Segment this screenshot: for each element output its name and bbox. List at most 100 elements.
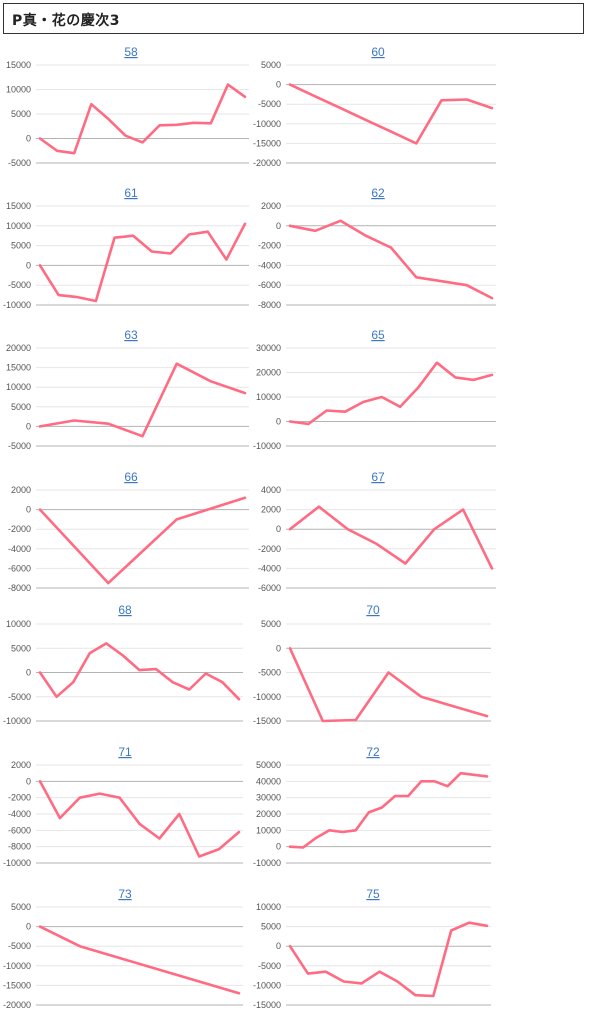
chart-panel-71: 71 2000 0 -2000 -4000 -6000 -8000 -10000 bbox=[3, 745, 243, 868]
chart-title-link[interactable]: 63 bbox=[124, 328, 138, 342]
y-tick-label: -5000 bbox=[258, 99, 281, 109]
chart-panel-75: 75 10000 5000 0 -5000 -10000 -15000 bbox=[253, 887, 491, 1010]
y-tick-label: 30000 bbox=[256, 793, 281, 803]
y-tick-label: -15000 bbox=[253, 716, 281, 726]
y-tick-label: -5000 bbox=[258, 961, 281, 971]
chart-title-link[interactable]: 75 bbox=[366, 887, 380, 901]
chart-title-link[interactable]: 65 bbox=[371, 328, 385, 342]
series-line bbox=[38, 222, 247, 303]
y-tick-label: 10000 bbox=[256, 825, 281, 835]
chart-panel-61: 61 15000 10000 5000 0 -5000 -10000 bbox=[3, 186, 249, 310]
y-tick-label: -10000 bbox=[3, 858, 31, 868]
chart-panel-72: 72 50000 40000 30000 20000 10000 0 -10000 bbox=[253, 745, 491, 868]
y-tick-label: 0 bbox=[276, 524, 281, 534]
y-tick-label: 0 bbox=[276, 221, 281, 231]
y-tick-label: -8000 bbox=[8, 842, 31, 852]
y-tick-label: 0 bbox=[26, 922, 31, 932]
series-line bbox=[38, 83, 247, 155]
y-tick-label: -6000 bbox=[258, 280, 281, 290]
y-tick-label: 5000 bbox=[11, 902, 31, 912]
chart-panel-70: 70 5000 0 -5000 -10000 -15000 bbox=[253, 603, 491, 726]
y-tick-label: -6000 bbox=[8, 563, 31, 573]
chart-title-link[interactable]: 67 bbox=[371, 470, 385, 484]
y-tick-label: -2000 bbox=[258, 544, 281, 554]
y-tick-label: -10000 bbox=[253, 692, 281, 702]
y-tick-label: 5000 bbox=[11, 643, 31, 653]
y-tick-label: -6000 bbox=[8, 825, 31, 835]
y-tick-label: -10000 bbox=[3, 961, 31, 971]
chart-panel-66: 66 2000 0 -2000 -4000 -6000 -8000 bbox=[8, 470, 249, 593]
y-tick-label: 0 bbox=[26, 668, 31, 678]
chart-panel-60: 60 5000 0 -5000 -10000 -15000 -20000 bbox=[253, 45, 496, 168]
y-tick-label: 0 bbox=[26, 421, 31, 431]
y-tick-label: 0 bbox=[26, 260, 31, 270]
y-tick-label: -20000 bbox=[253, 158, 281, 168]
series-line bbox=[288, 646, 489, 723]
y-tick-label: -10000 bbox=[253, 119, 281, 129]
y-tick-label: 5000 bbox=[261, 922, 281, 932]
y-tick-label: -5000 bbox=[8, 441, 31, 451]
series-line bbox=[38, 779, 241, 858]
y-tick-label: -15000 bbox=[253, 138, 281, 148]
y-tick-label: -15000 bbox=[3, 980, 31, 990]
chart-panel-68: 68 10000 5000 0 -5000 -10000 bbox=[3, 603, 243, 726]
y-tick-label: 15000 bbox=[6, 60, 31, 70]
y-tick-label: 2000 bbox=[11, 760, 31, 770]
series-line bbox=[38, 925, 241, 995]
y-tick-label: 0 bbox=[276, 80, 281, 90]
chart-title-link[interactable]: 71 bbox=[118, 745, 132, 759]
y-tick-label: 30000 bbox=[256, 343, 281, 353]
chart-title-link[interactable]: 68 bbox=[118, 603, 132, 617]
page-header: P真・花の慶次3 bbox=[3, 3, 584, 34]
y-tick-label: -5000 bbox=[8, 941, 31, 951]
y-tick-label: 0 bbox=[276, 941, 281, 951]
y-tick-label: 15000 bbox=[6, 201, 31, 211]
y-tick-label: 2000 bbox=[261, 505, 281, 515]
y-tick-label: 10000 bbox=[6, 221, 31, 231]
chart-panel-73: 73 5000 0 -5000 -10000 -15000 -20000 bbox=[3, 887, 243, 1010]
y-tick-label: -4000 bbox=[258, 260, 281, 270]
chart-title-link[interactable]: 72 bbox=[366, 745, 380, 759]
y-tick-label: -8000 bbox=[258, 300, 281, 310]
y-tick-label: -4000 bbox=[8, 544, 31, 554]
chart-title-link[interactable]: 62 bbox=[371, 186, 385, 200]
chart-title-link[interactable]: 70 bbox=[366, 603, 380, 617]
series-line bbox=[288, 771, 489, 849]
series-line bbox=[288, 83, 494, 145]
y-tick-label: 15000 bbox=[6, 363, 31, 373]
series-line bbox=[288, 505, 494, 570]
chart-title-link[interactable]: 61 bbox=[124, 186, 138, 200]
chart-panel-65: 65 30000 20000 10000 0 -10000 bbox=[253, 328, 496, 451]
y-tick-label: 4000 bbox=[261, 485, 281, 495]
y-tick-label: -5000 bbox=[8, 280, 31, 290]
y-tick-label: 50000 bbox=[256, 760, 281, 770]
chart-panel-62: 62 2000 0 -2000 -4000 -6000 -8000 bbox=[258, 186, 496, 310]
chart-title-link[interactable]: 66 bbox=[124, 470, 138, 484]
page-title: P真・花の慶次3 bbox=[12, 13, 121, 29]
y-tick-label: -5000 bbox=[8, 158, 31, 168]
y-tick-label: -4000 bbox=[258, 563, 281, 573]
y-tick-label: -4000 bbox=[8, 809, 31, 819]
y-tick-label: -15000 bbox=[253, 1000, 281, 1010]
chart-title-link[interactable]: 58 bbox=[124, 45, 138, 59]
series-line bbox=[288, 921, 489, 998]
y-tick-label: 20000 bbox=[256, 368, 281, 378]
y-tick-label: 20000 bbox=[256, 809, 281, 819]
y-tick-label: 10000 bbox=[6, 619, 31, 629]
y-tick-label: -6000 bbox=[258, 583, 281, 593]
y-tick-label: 40000 bbox=[256, 776, 281, 786]
series-line bbox=[38, 362, 247, 438]
y-tick-label: 0 bbox=[26, 134, 31, 144]
y-tick-label: 5000 bbox=[261, 619, 281, 629]
y-tick-label: -10000 bbox=[253, 980, 281, 990]
chart-title-link[interactable]: 60 bbox=[371, 45, 385, 59]
y-tick-label: 0 bbox=[26, 776, 31, 786]
y-tick-label: 5000 bbox=[11, 109, 31, 119]
chart-title-link[interactable]: 73 bbox=[118, 887, 132, 901]
chart-panel-63: 63 20000 15000 10000 5000 0 -5000 bbox=[6, 328, 249, 451]
y-tick-label: -10000 bbox=[3, 716, 31, 726]
y-tick-label: 10000 bbox=[256, 902, 281, 912]
y-tick-label: -2000 bbox=[8, 524, 31, 534]
series-line bbox=[288, 361, 494, 426]
